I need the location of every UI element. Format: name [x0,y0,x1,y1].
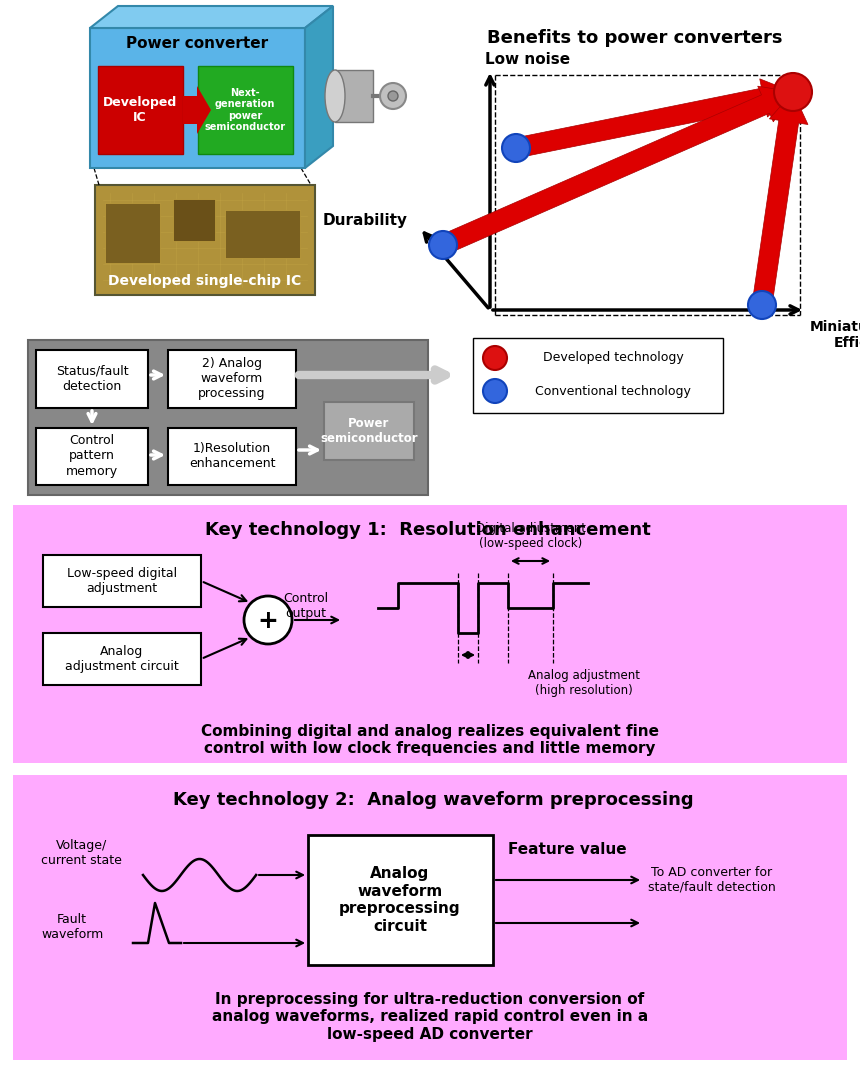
Circle shape [483,379,507,403]
Bar [168,350,296,408]
Text: Developed technology: Developed technology [543,352,684,365]
Circle shape [483,346,507,370]
Text: Status/fault
detection: Status/fault detection [56,365,128,393]
Text: Benefits to power converters: Benefits to power converters [488,29,783,47]
Polygon shape [90,6,333,28]
Bar [473,338,723,413]
Bar [90,28,305,168]
Text: Developed single-chip IC: Developed single-chip IC [108,274,302,288]
Bar [173,199,215,241]
Bar [324,402,414,460]
Text: Power
semiconductor: Power semiconductor [320,417,418,445]
Text: Power converter: Power converter [126,36,268,52]
Bar [198,67,293,155]
Text: Control
pattern
memory: Control pattern memory [66,435,118,477]
Text: Combining digital and analog realizes equivalent fine
control with low clock fre: Combining digital and analog realizes eq… [201,724,659,756]
Text: Analog
waveform
preprocessing
circuit: Analog waveform preprocessing circuit [339,866,461,934]
Polygon shape [514,78,793,158]
Circle shape [748,291,776,319]
Polygon shape [183,86,211,134]
Text: Digital adjustment
(low-speed clock): Digital adjustment (low-speed clock) [476,521,586,550]
Text: Key technology 2:  Analog waveform preprocessing: Key technology 2: Analog waveform prepro… [173,791,693,809]
Bar [43,555,201,607]
Bar [98,67,183,155]
Bar [308,835,493,965]
Bar [13,775,847,1060]
Bar [36,350,148,408]
Text: Low noise: Low noise [485,53,570,68]
Polygon shape [752,92,808,307]
Text: Feature value: Feature value [508,842,627,857]
Bar [105,203,160,263]
Circle shape [244,596,292,644]
Circle shape [429,231,457,259]
Text: To AD converter for
state/fault detection: To AD converter for state/fault detectio… [648,866,776,894]
Text: Analog
adjustment circuit: Analog adjustment circuit [65,645,179,673]
Bar [36,428,148,485]
Polygon shape [439,86,793,254]
Bar [95,185,315,295]
Circle shape [388,91,398,101]
Circle shape [502,134,530,162]
Bar [28,340,428,495]
Text: Control
output: Control output [284,592,329,620]
Text: Low-speed digital
adjustment: Low-speed digital adjustment [67,567,177,596]
Bar [168,428,296,485]
Text: In preprocessing for ultra-reduction conversion of
analog waveforms, realized ra: In preprocessing for ultra-reduction con… [212,993,648,1042]
Polygon shape [305,6,333,168]
Text: Durability: Durability [323,212,408,227]
Bar [225,210,300,258]
Text: Fault
waveform: Fault waveform [41,913,103,941]
Text: Developed
IC: Developed IC [103,95,177,124]
Bar [13,505,847,763]
Circle shape [380,83,406,109]
Text: Conventional technology: Conventional technology [535,384,691,397]
Text: Next-
generation
power
semiconductor: Next- generation power semiconductor [205,88,286,132]
Circle shape [774,73,812,111]
Bar [43,633,201,685]
Text: +: + [257,609,279,633]
Text: Key technology 1:  Resolution enhancement: Key technology 1: Resolution enhancement [206,521,651,539]
Bar [335,70,373,122]
Text: Analog adjustment
(high resolution): Analog adjustment (high resolution) [528,668,640,697]
Text: Miniaturization,
Efficiency: Miniaturization, Efficiency [810,320,860,350]
Text: Voltage/
current state: Voltage/ current state [41,839,122,867]
Ellipse shape [325,70,345,122]
Text: 2) Analog
waveform
processing: 2) Analog waveform processing [199,357,266,400]
Text: 1)Resolution
enhancement: 1)Resolution enhancement [188,442,275,470]
